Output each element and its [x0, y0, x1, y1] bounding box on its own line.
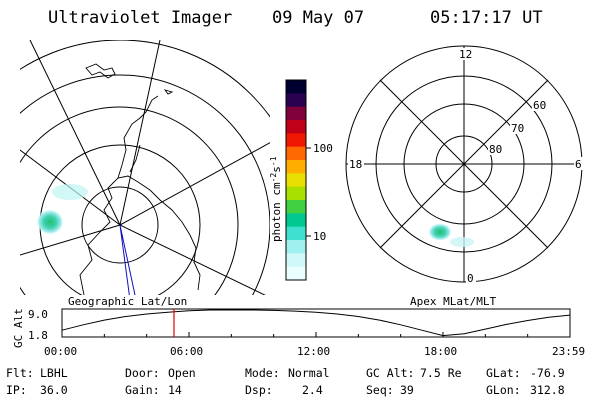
door-label: Door: [125, 366, 160, 380]
mlt-label-6: 6 [575, 158, 582, 171]
x-tick-label-1200: 12:00 [297, 345, 331, 358]
glat-label: GLat: [486, 366, 521, 380]
seq-label: Seq: [366, 383, 394, 397]
mlt-label-12: 12 [459, 48, 472, 61]
mlt-label-18: 18 [349, 158, 362, 171]
colorbar-segment [286, 133, 306, 148]
instrument-title: Ultraviolet Imager [48, 8, 233, 28]
colorbar-segment [286, 80, 306, 94]
colorbar-frame [285, 79, 307, 281]
y-axis-label: GC Alt [12, 308, 25, 348]
colorbar-segment [286, 226, 306, 241]
colorbar-segment [286, 173, 306, 188]
glon-value: 312.8 [530, 383, 565, 397]
colorbar-segment [286, 213, 306, 228]
aurora-faint-mag [450, 237, 474, 247]
altitude-chart: GC Alt 9.0 1.8 [12, 308, 571, 348]
gain-value: 14 [168, 383, 182, 397]
mlat-label-60: 60 [533, 99, 546, 112]
time-label: 05:17:17 UT [430, 8, 543, 28]
colorbar-segment [286, 93, 306, 108]
y-tick-label-max: 9.0 [28, 308, 48, 321]
colorbar [286, 80, 306, 281]
filter-label: Flt: [6, 366, 34, 380]
colorbar-segment [286, 106, 306, 121]
glon-label: GLon: [486, 383, 521, 397]
ip-value: 36.0 [40, 383, 68, 397]
longitude-lines [20, 40, 270, 295]
door-value: Open [168, 366, 196, 380]
colorbar-segment [286, 266, 306, 281]
x-tick-label-0000: 00:00 [44, 345, 78, 358]
filter-value: LBHL [40, 366, 68, 380]
colorbar-segment [286, 186, 306, 201]
mlat-mlt-polar-grid [345, 45, 584, 283]
colorbar-segment [286, 160, 306, 174]
glat-value: -76.9 [530, 366, 565, 380]
gc-alt-label: GC Alt: [366, 366, 415, 380]
colorbar-tick-label-100: 100 [313, 142, 333, 155]
coastline [79, 63, 201, 295]
mlat-label-70: 70 [511, 122, 524, 135]
series-line-gc-alt [61, 309, 571, 337]
x-tick-label-2359: 23:59 [552, 345, 586, 358]
dsp-value: 2.4 [302, 383, 323, 397]
x-axis-ticks [61, 332, 571, 337]
mlt-label-0: 0 [467, 272, 474, 285]
colorbar-segment [286, 200, 306, 214]
y-tick-label-min: 1.8 [28, 329, 48, 342]
aurora-emission-mag [428, 223, 452, 241]
ip-label: IP: [6, 383, 27, 397]
colorbar-segment [286, 253, 306, 268]
colorbar-segment [286, 240, 306, 254]
colorbar-tick-label-10: 10 [313, 230, 326, 243]
colorbar-unit-label: photon cm-2s-1 [269, 156, 283, 242]
mlat-label-80: 80 [489, 143, 502, 156]
x-tick-label-1800: 18:00 [424, 345, 458, 358]
right-panel-caption: Apex MLat/MLT [410, 295, 497, 308]
aurora-faint-geo [52, 184, 88, 200]
colorbar-segment [286, 146, 306, 161]
left-panel-caption: Geographic Lat/Lon [68, 295, 188, 308]
sensor-track [119, 224, 136, 295]
seq-value: 39 [400, 383, 414, 397]
x-tick-label-0600: 06:00 [170, 345, 204, 358]
geographic-map [20, 40, 270, 295]
mode-value: Normal [288, 366, 330, 380]
gc-alt-value: 7.5 Re [420, 366, 462, 380]
date-label: 09 May 07 [272, 8, 365, 28]
colorbar-segment [286, 120, 306, 134]
dsp-label: Dsp: [245, 383, 273, 397]
mode-label: Mode: [245, 366, 280, 380]
aurora-emission-geo [36, 209, 64, 235]
gain-label: Gain: [125, 383, 160, 397]
